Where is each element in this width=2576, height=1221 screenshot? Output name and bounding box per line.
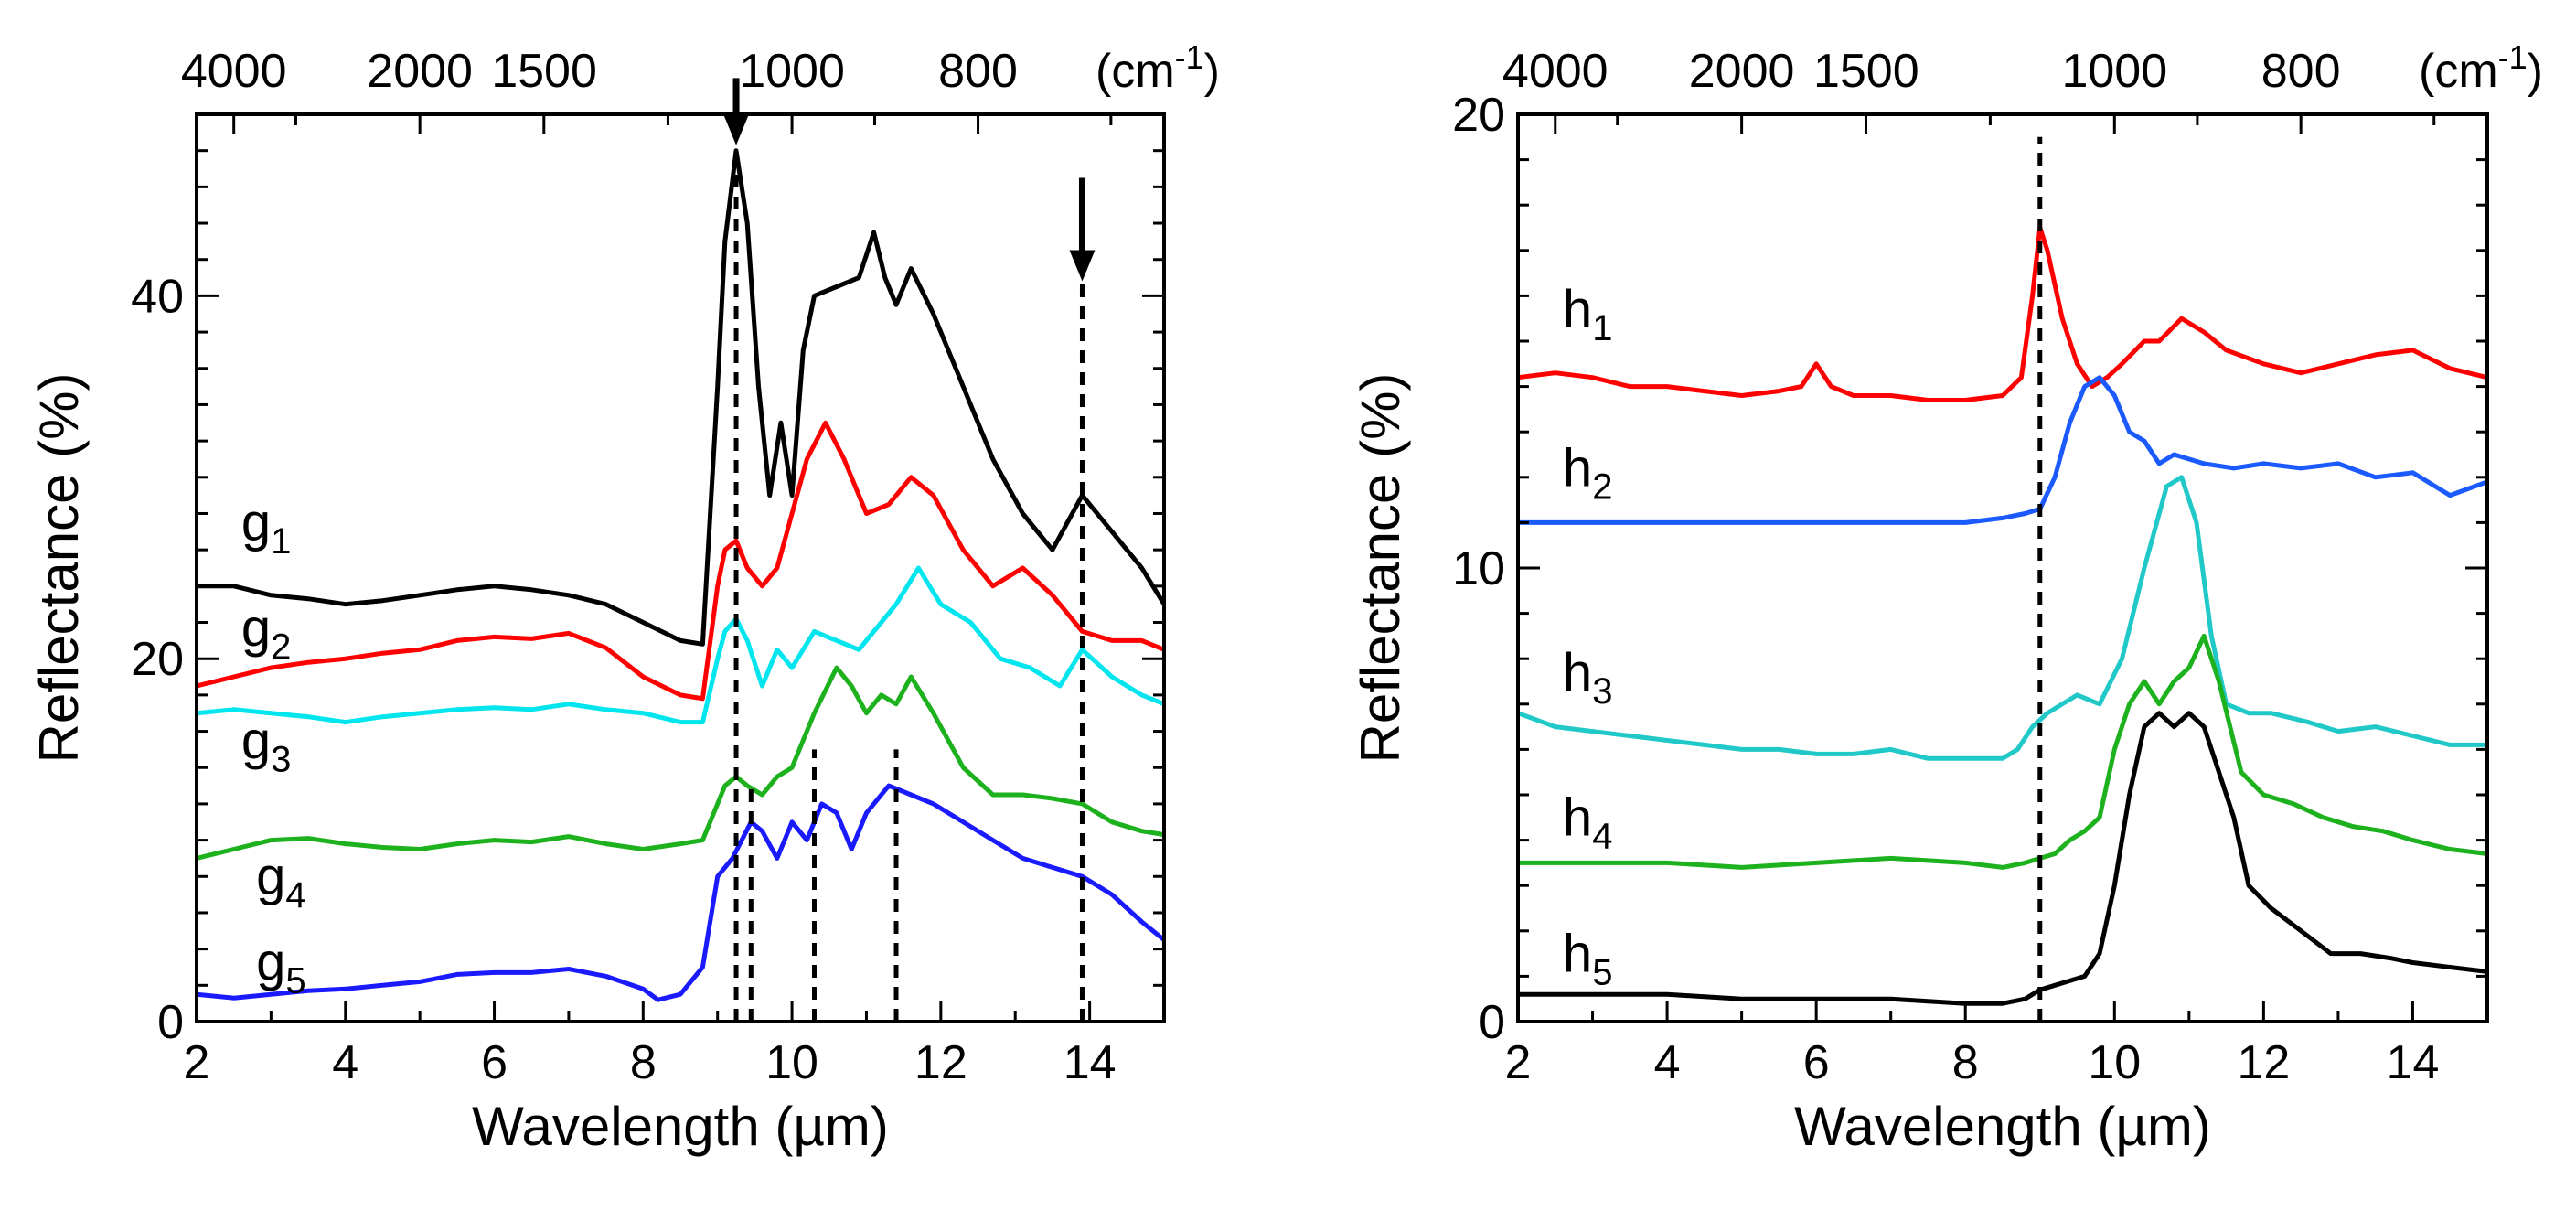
plot-frame [195,112,1166,1023]
x-tick-label: 6 [1803,1036,1830,1089]
top-tick-label: 800 [2261,45,2341,98]
top-axis-unit-close: ) [1204,45,1220,98]
series-label-sub: 5 [285,960,305,1001]
x-tick-label: 2 [1505,1036,1532,1089]
series-label-g3: g3 [241,711,292,779]
x-tick-label: 14 [1064,1036,1117,1089]
series-label-g5: g5 [256,932,306,1001]
series-line-h4 [1518,633,2488,870]
top-tick-label: 4000 [1502,45,1609,98]
x-tick-label: 4 [332,1036,358,1089]
series-line-g1 [197,148,1167,647]
series-line-h3 [1517,475,2487,761]
x-tick-label: 10 [2088,1036,2141,1089]
series-label-name: g [241,711,271,770]
series-label-name: h [1563,280,1592,339]
x-axis-title: Wavelength (µm) [472,1096,889,1157]
series-label-sub: 4 [285,875,305,916]
top-tick-label: 1500 [1813,45,1919,98]
x-tick-label: 12 [2237,1036,2290,1089]
x-tick-label: 2 [184,1036,210,1089]
series-label-h1: h1 [1563,280,1613,348]
plot-frame [1516,112,2489,1023]
series-label-name: g [241,493,271,552]
x-tick-label: 12 [914,1036,967,1089]
x-tick-label: 8 [1952,1036,1979,1089]
arrow-head [1069,250,1096,282]
series-line-h5 [1518,711,2488,1006]
top-tick-label: 2000 [1689,45,1795,98]
top-axis-unit-sup: -1 [2498,38,2528,76]
series-label-g1: g1 [241,493,292,562]
series-label-name: g [256,932,285,991]
series-label-name: h [1563,643,1592,702]
top-tick-label: 4000 [181,45,287,98]
y-tick-label: 0 [1479,996,1505,1049]
series-label-name: g [241,598,271,658]
top-axis-unit-main: (cm [1096,45,1175,98]
series-label-h4: h4 [1563,788,1613,857]
x-tick-label: 14 [2387,1036,2440,1089]
series-label-sub: 1 [1592,308,1612,348]
series-label-h5: h5 [1563,924,1613,992]
series-line-h2 [1518,375,2488,525]
x-tick-label: 6 [481,1036,508,1089]
series-label-h2: h2 [1563,439,1613,508]
y-axis-title: Reflectance (%) [1350,373,1411,764]
top-axis-unit: (cm-1) [1096,38,1220,99]
series-label-g2: g2 [241,598,292,667]
series-label-sub: 4 [1592,817,1612,857]
series-label-h3: h3 [1563,643,1613,712]
series-label-sub: 3 [1592,671,1612,712]
y-tick-label: 40 [131,270,184,323]
series-label-name: g [256,847,285,906]
series-line-g2 [196,420,1165,702]
series-label-g4: g4 [256,847,306,916]
series-line-g3 [196,565,1165,725]
top-axis-unit-close: ) [2528,45,2543,98]
top-tick-label: 2000 [367,45,473,98]
series-line-h1 [1517,225,2488,402]
top-axis-unit-sup: -1 [1175,38,1204,76]
y-tick-label: 20 [131,633,184,686]
series-line-g5 [196,783,1166,1002]
x-tick-label: 10 [765,1036,818,1089]
top-axis-unit: (cm-1) [2419,38,2543,99]
series-label-name: h [1563,439,1592,498]
series-label-sub: 1 [271,521,291,562]
x-axis-title: Wavelength (µm) [1794,1096,2211,1157]
top-tick-label: 1000 [739,45,845,98]
top-tick-label: 800 [938,45,1018,98]
series-label-sub: 2 [271,627,291,667]
y-tick-label: 20 [1452,89,1505,142]
series-label-sub: 5 [1592,952,1612,992]
y-tick-label: 10 [1452,542,1505,595]
x-tick-label: 4 [1654,1036,1681,1089]
series-label-sub: 3 [271,739,291,779]
y-tick-label: 0 [157,996,184,1049]
series-label-name: h [1563,924,1592,983]
series-line-g4 [196,665,1165,861]
series-label-sub: 2 [1592,467,1612,508]
top-axis-unit-main: (cm [2419,45,2498,98]
series-label-name: h [1563,788,1592,848]
y-axis-title: Reflectance (%) [28,373,90,764]
x-tick-label: 8 [630,1036,657,1089]
top-tick-label: 1500 [491,45,597,98]
top-tick-label: 1000 [2061,45,2167,98]
arrow-head [723,113,750,145]
